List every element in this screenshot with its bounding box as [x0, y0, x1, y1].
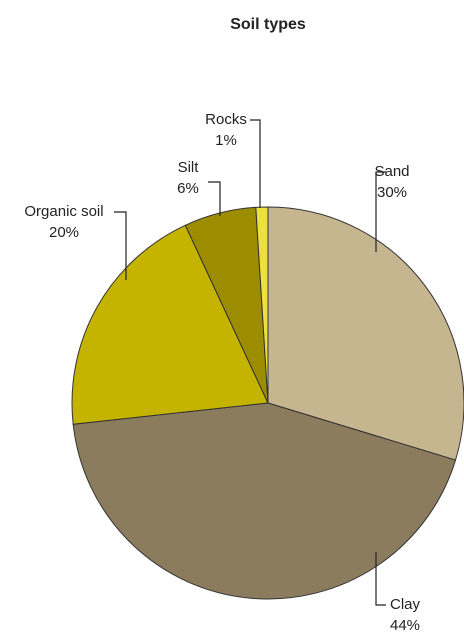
pie-slice	[71, 224, 269, 425]
value-label: 20%	[49, 224, 79, 241]
slice-label: Rocks	[205, 111, 247, 128]
value-label: 1%	[215, 132, 237, 149]
leader-line	[250, 119, 261, 208]
slice-label: Organic soil	[24, 203, 103, 220]
value-label: 30%	[377, 184, 407, 201]
slice-label: Clay	[390, 596, 421, 613]
pie-slice	[255, 206, 269, 404]
value-label: 6%	[177, 180, 199, 197]
leader-line	[375, 171, 386, 252]
slice-label: Silt	[178, 159, 200, 176]
pie-slice	[72, 402, 457, 600]
leader-line	[375, 552, 386, 606]
chart-title: Soil types	[230, 16, 306, 33]
leader-line	[208, 181, 221, 216]
leader-line	[114, 211, 127, 280]
slice-label: Sand	[374, 163, 409, 180]
value-label: 44%	[390, 617, 420, 634]
